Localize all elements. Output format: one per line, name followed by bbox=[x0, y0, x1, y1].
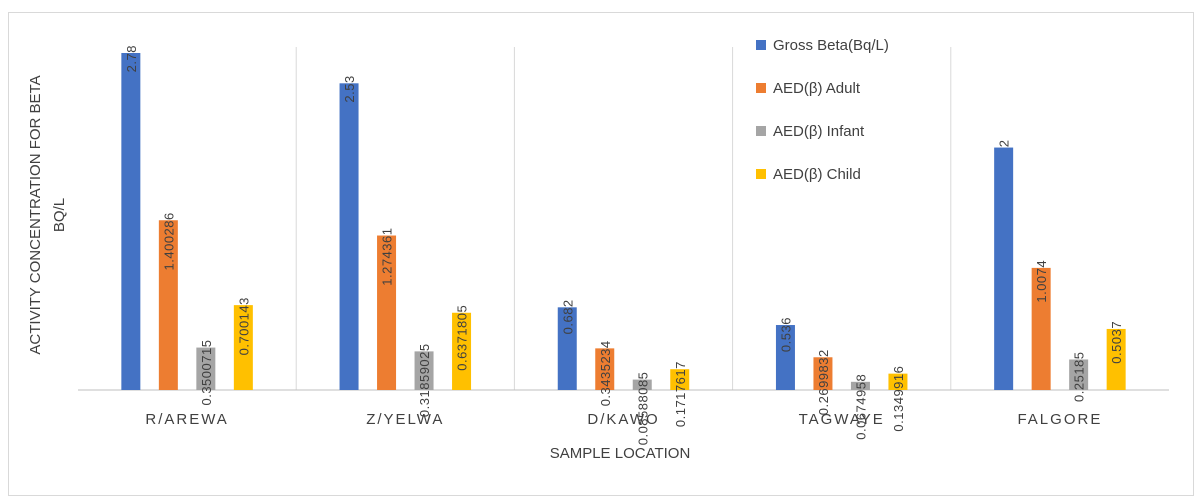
bar-data-label: 0.1349916 bbox=[891, 366, 906, 432]
bar bbox=[888, 373, 908, 390]
legend: Gross Beta(Bq/L) AED(β) Adult AED(β) Infan… bbox=[756, 37, 889, 183]
bar bbox=[632, 379, 652, 390]
legend-swatch bbox=[756, 169, 766, 179]
bar-data-label: 0.08588085 bbox=[635, 372, 650, 446]
bar-data-label: 1.0074 bbox=[1034, 260, 1049, 303]
bar-data-label: 0.0674958 bbox=[853, 374, 868, 440]
bar bbox=[994, 147, 1014, 390]
bar-data-label: 1.274361 bbox=[380, 228, 395, 286]
bar-data-label: 0.25185 bbox=[1072, 351, 1087, 402]
bar-data-label: 0.1717617 bbox=[673, 361, 688, 427]
bar-data-label: 0.700143 bbox=[236, 297, 251, 355]
legend-swatch bbox=[756, 40, 766, 50]
bar bbox=[1031, 267, 1051, 390]
legend-label: Gross Beta(Bq/L) bbox=[773, 37, 889, 54]
legend-label: AED(β) Adult bbox=[773, 80, 861, 97]
bar bbox=[339, 83, 359, 390]
legend-swatch bbox=[756, 83, 766, 93]
data-labels-group: 2.78 1.400286 0.3500715 0.700143 2.53 1.27436… bbox=[124, 45, 1124, 445]
y-axis-title-line2: BQ/L bbox=[51, 198, 68, 232]
legend-label: AED(β) Child bbox=[773, 166, 861, 183]
bar bbox=[196, 347, 216, 390]
x-axis-title: SAMPLE LOCATION bbox=[550, 445, 691, 462]
bar bbox=[1069, 359, 1089, 390]
bars-group bbox=[121, 53, 1126, 390]
bar-data-label: 0.31859025 bbox=[417, 343, 432, 417]
bar-data-label: 0.682 bbox=[560, 299, 575, 334]
bar bbox=[670, 369, 690, 390]
y-axis-title-line1: ACTIVITY CONCENTRATION FOR BETA bbox=[27, 75, 44, 354]
bar bbox=[414, 351, 434, 390]
bar bbox=[850, 381, 870, 390]
bar-data-label: 0.5037 bbox=[1109, 321, 1124, 364]
y-axis-title: ACTIVITY CONCENTRATION FOR BETA BQ/L bbox=[27, 75, 68, 354]
bar-data-label: 0.6371805 bbox=[455, 305, 470, 371]
x-tick-label: FALGORE bbox=[1017, 411, 1102, 428]
bar bbox=[557, 307, 577, 390]
bar bbox=[121, 53, 141, 390]
bar bbox=[595, 348, 615, 390]
x-tick-label: R/AREWA bbox=[145, 411, 228, 428]
bar-data-label: 0.3435234 bbox=[598, 340, 613, 406]
legend-label: AED(β) Infant bbox=[773, 123, 865, 140]
bar bbox=[775, 325, 795, 390]
bar-data-label: 2 bbox=[997, 140, 1012, 148]
bar bbox=[452, 312, 472, 390]
x-tick-label: Z/YELWA bbox=[366, 411, 444, 428]
bar bbox=[158, 220, 178, 390]
bar-data-label: 2.53 bbox=[342, 75, 357, 102]
category-separators bbox=[295, 47, 952, 390]
bar-data-label: 0.2699832 bbox=[816, 349, 831, 415]
x-tick-label: TAGWAYE bbox=[799, 411, 885, 428]
x-tick-labels: R/AREWA Z/YELWA D/KAWO TAGWAYE FALGORE bbox=[145, 411, 1102, 428]
bar bbox=[813, 357, 833, 390]
x-tick-label: D/KAWO bbox=[587, 411, 659, 428]
bar-data-label: 0.3500715 bbox=[199, 340, 214, 406]
bar-data-label: 1.400286 bbox=[161, 212, 176, 270]
legend-swatch bbox=[756, 126, 766, 136]
bar bbox=[1106, 328, 1126, 390]
bar bbox=[233, 305, 253, 390]
bar-data-label: 2.78 bbox=[124, 45, 139, 72]
bar-data-label: 0.536 bbox=[778, 317, 793, 352]
bar bbox=[377, 235, 397, 390]
